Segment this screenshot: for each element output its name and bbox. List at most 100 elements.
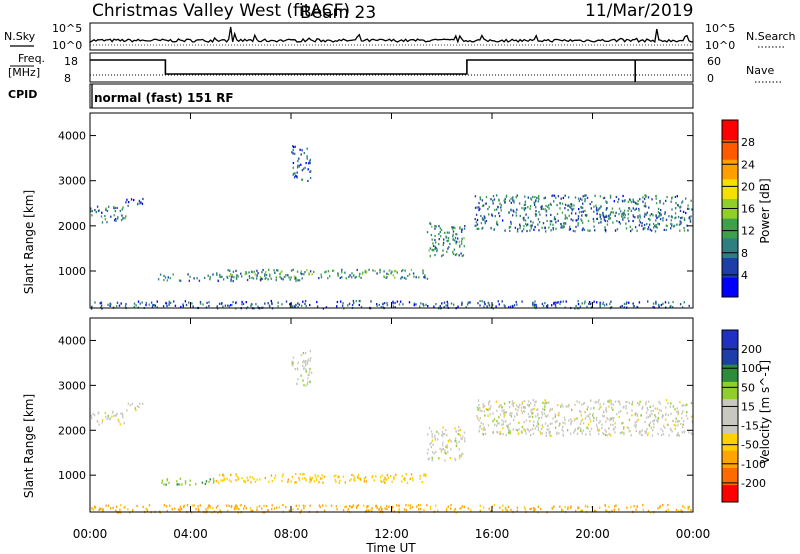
heatmap-cell (232, 280, 234, 283)
power-colorbar-tick-label: 16 (741, 203, 755, 216)
heatmap-cell (139, 302, 141, 305)
heatmap-cell (230, 304, 232, 307)
heatmap-cell (557, 301, 559, 304)
heatmap-cell (685, 197, 687, 200)
heatmap-cell (531, 415, 534, 418)
heatmap-cell (544, 400, 547, 403)
heatmap-cell (295, 279, 297, 282)
heatmap-cell (354, 479, 356, 482)
heatmap-cell (306, 157, 308, 160)
heatmap-cell (127, 402, 130, 405)
heatmap-cell (363, 504, 365, 507)
heatmap-cell (645, 403, 647, 406)
heatmap-cell (622, 211, 624, 214)
heatmap-cell (410, 473, 413, 476)
heatmap-cell (372, 269, 374, 272)
heatmap-cell (665, 218, 668, 221)
heatmap-cell (532, 221, 534, 224)
heatmap-cell (652, 404, 654, 407)
heatmap-cell (264, 476, 266, 480)
heatmap-cell (588, 302, 590, 305)
heatmap-cell (569, 228, 571, 231)
heatmap-cell (634, 413, 636, 416)
heatmap-cell (491, 213, 493, 216)
heatmap-cell (217, 481, 220, 484)
heatmap-cell (405, 277, 407, 280)
heatmap-cell (575, 509, 577, 512)
heatmap-cell (446, 300, 448, 303)
heatmap-cell (165, 505, 168, 508)
heatmap-cell (274, 474, 277, 477)
heatmap-cell (511, 412, 513, 415)
heatmap-cell (304, 271, 306, 274)
heatmap-cell (632, 214, 634, 217)
heatmap-cell (534, 213, 537, 216)
heatmap-cell (483, 215, 485, 218)
heatmap-cell (375, 475, 377, 478)
heatmap-cell (564, 422, 566, 425)
heatmap-cell (289, 305, 292, 308)
heatmap-cell (581, 432, 583, 435)
heatmap-cell (655, 416, 657, 419)
heatmap-cell (349, 505, 351, 508)
heatmap-cell (645, 195, 647, 198)
heatmap-cell (573, 419, 576, 422)
heatmap-cell (604, 504, 606, 507)
heatmap-cell (327, 270, 330, 273)
heatmap-cell (127, 201, 130, 204)
heatmap-cell (208, 304, 210, 308)
heatmap-cell (561, 510, 563, 513)
heatmap-cell (364, 270, 366, 273)
heatmap-cell (518, 202, 521, 205)
heatmap-cell (550, 203, 552, 206)
heatmap-cell (604, 433, 607, 437)
heatmap-cell (401, 480, 403, 483)
heatmap-cell (636, 414, 638, 417)
heatmap-cell (429, 255, 431, 258)
heatmap-cell (574, 403, 576, 407)
heatmap-cell (245, 272, 248, 275)
heatmap-cell (166, 479, 168, 482)
heatmap-cell (279, 275, 281, 279)
velocity-colorbar-segment (722, 416, 738, 434)
heatmap-cell (577, 215, 580, 218)
heatmap-cell (386, 276, 388, 279)
heatmap-cell (635, 412, 637, 415)
heatmap-cell (596, 209, 599, 212)
heatmap-cell (388, 505, 390, 508)
heatmap-cell (530, 227, 532, 230)
heatmap-cell (540, 207, 543, 211)
heatmap-cell (461, 435, 464, 438)
heatmap-cell (281, 303, 283, 306)
heatmap-cell (335, 474, 337, 477)
heatmap-cell (307, 168, 309, 171)
heatmap-cell (423, 276, 425, 279)
xtick-label: 20:00 (575, 527, 610, 541)
heatmap-cell (100, 507, 102, 510)
heatmap-cell (305, 305, 307, 308)
heatmap-cell (571, 205, 573, 208)
heatmap-cell (129, 404, 132, 407)
heatmap-cell (336, 508, 338, 511)
heatmap-cell (393, 478, 395, 481)
xtick-label: 00:00 (73, 527, 108, 541)
heatmap-cell (662, 414, 664, 417)
heatmap-cell (690, 415, 693, 418)
heatmap-cell (568, 204, 570, 207)
heatmap-cell (452, 233, 454, 236)
heatmap-cell (558, 414, 560, 417)
heatmap-cell (310, 478, 312, 481)
heatmap-cell (534, 404, 536, 407)
heatmap-cell (230, 505, 233, 508)
heatmap-cell (623, 209, 626, 212)
heatmap-cell (621, 422, 623, 425)
heatmap-cell (264, 302, 266, 305)
heatmap-cell (259, 478, 261, 481)
heatmap-cell (600, 221, 602, 224)
heatmap-cell (270, 277, 272, 280)
heatmap-cell (594, 194, 596, 197)
heatmap-cell (467, 301, 469, 304)
heatmap-cell (622, 194, 624, 198)
heatmap-cell (553, 200, 555, 203)
heatmap-cell (538, 229, 540, 232)
